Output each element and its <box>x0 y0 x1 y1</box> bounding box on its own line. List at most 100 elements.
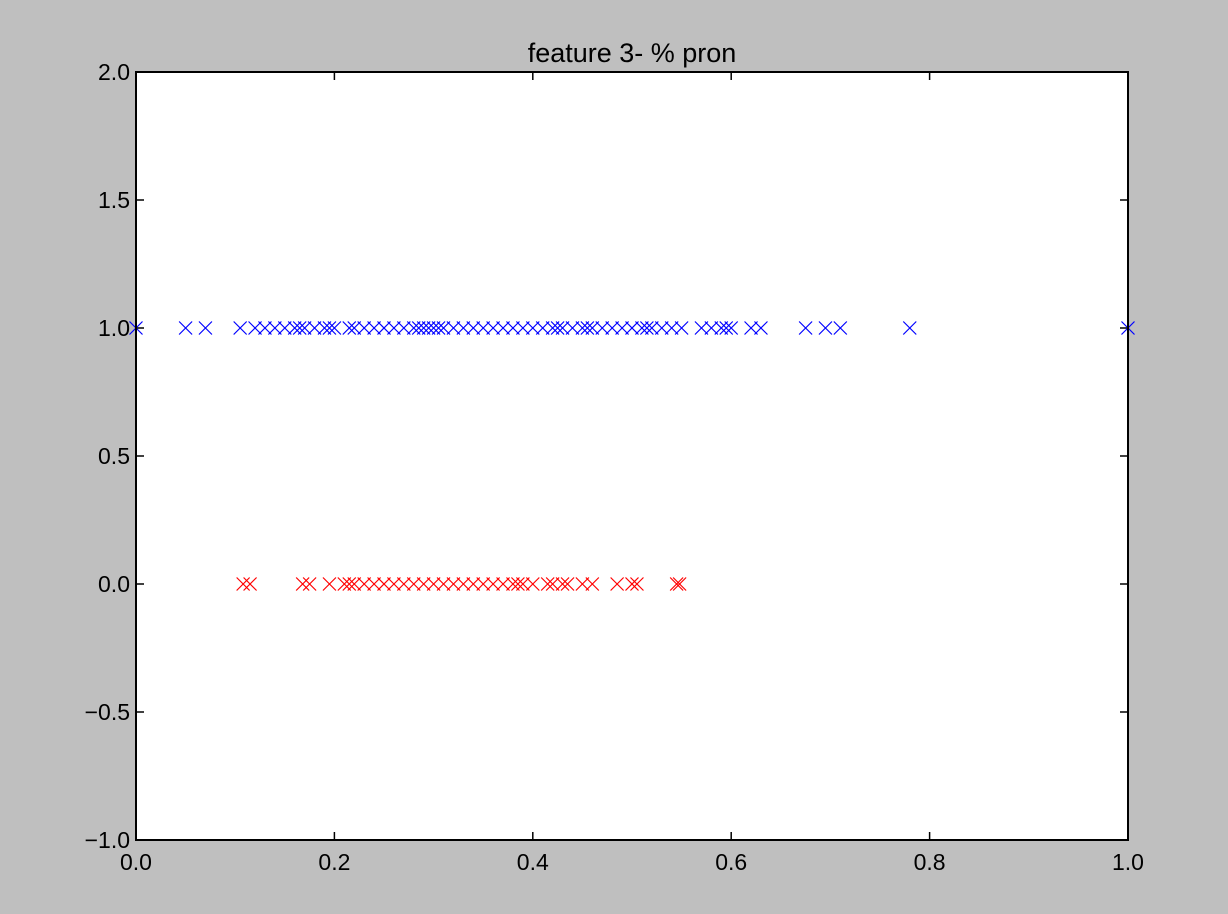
scatter-point <box>496 577 510 591</box>
plot-area <box>136 72 1128 840</box>
scatter-point <box>431 321 446 335</box>
scatter-point <box>342 577 357 591</box>
scatter-point <box>496 321 510 335</box>
scatter-point <box>674 321 689 335</box>
scatter-point <box>585 577 600 591</box>
scatter-point <box>386 321 401 335</box>
y-tick-label: 1.5 <box>98 187 130 213</box>
scatter-point <box>406 321 421 335</box>
scatter-point <box>277 321 292 335</box>
scatter-point <box>322 321 337 335</box>
scatter-point <box>236 577 251 591</box>
y-tick-label: 1.0 <box>98 315 130 341</box>
scatter-point <box>307 321 322 335</box>
scatter-point <box>506 577 520 591</box>
scatter-point <box>317 321 332 335</box>
scatter-point <box>644 321 659 335</box>
scatter-point <box>302 577 317 591</box>
scatter-point <box>672 577 687 591</box>
scatter-point <box>396 577 411 591</box>
scatter-point <box>416 321 431 335</box>
scatter-point <box>476 577 491 591</box>
scatter-point <box>595 321 610 335</box>
scatter-point <box>545 577 560 591</box>
scatter-point <box>406 577 421 591</box>
scatter-point <box>724 321 739 335</box>
scatter-point <box>327 321 342 335</box>
scatter-point <box>342 321 357 335</box>
chart-title: feature 3- % pron <box>528 38 737 68</box>
scatter-point <box>525 577 540 591</box>
y-tick-label: 2.0 <box>98 59 130 85</box>
scatter-point <box>466 577 481 591</box>
scatter-point <box>630 577 644 591</box>
scatter-point <box>411 321 426 335</box>
scatter-point <box>347 577 362 591</box>
plot-frame <box>135 71 1129 841</box>
scatter-point <box>818 321 833 335</box>
scatter-point <box>754 321 768 335</box>
scatter-point <box>506 321 520 335</box>
scatter-point <box>515 577 530 591</box>
scatter-point <box>615 321 630 335</box>
scatter-point <box>446 321 461 335</box>
scatter-point <box>555 321 570 335</box>
x-tick-label: 0.6 <box>715 849 747 875</box>
scatter-point <box>292 321 307 335</box>
x-axis: 0.0 0.2 0.4 0.6 0.8 1.0 <box>120 72 1144 875</box>
scatter-point <box>902 321 917 335</box>
x-tick-label: 1.0 <box>1112 849 1144 875</box>
y-tick-label: 0.5 <box>98 443 130 469</box>
scatter-point <box>377 577 391 591</box>
scatter-point <box>367 577 382 591</box>
scatter-point <box>486 321 501 335</box>
scatter-point <box>704 321 719 335</box>
scatter-point <box>540 577 555 591</box>
scatter-point <box>510 577 525 591</box>
scatter-point <box>436 577 451 591</box>
scatter-point <box>565 321 580 335</box>
scatter-point <box>426 577 441 591</box>
scatter-point <box>585 321 600 335</box>
y-tick-label: −1.0 <box>85 827 130 853</box>
scatter-point <box>466 321 481 335</box>
scatter-point <box>357 577 372 591</box>
scatter-point <box>386 577 401 591</box>
scatter-point <box>719 321 734 335</box>
x-tick-label: 0.8 <box>914 849 946 875</box>
y-tick-label: −0.5 <box>85 699 130 725</box>
scatter-point <box>798 321 813 335</box>
scatter-point <box>426 321 441 335</box>
scatter-point <box>178 321 193 335</box>
scatter-point <box>446 577 461 591</box>
scatter-point <box>267 321 282 335</box>
scatter-point <box>555 577 570 591</box>
scatter-point <box>669 577 684 591</box>
scatter-point <box>560 577 575 591</box>
scatter-point <box>416 577 431 591</box>
scatter-point <box>337 577 352 591</box>
scatter-point <box>377 321 391 335</box>
scatter-point <box>456 321 471 335</box>
x-tick-label: 0.2 <box>318 849 350 875</box>
scatter-point <box>243 577 258 591</box>
scatter-point <box>287 321 302 335</box>
scatter-point <box>396 321 411 335</box>
scatter-point <box>605 321 620 335</box>
scatter-point <box>295 577 310 591</box>
scatter-point <box>456 577 471 591</box>
scatter-point <box>639 321 654 335</box>
scatter-point <box>714 321 729 335</box>
scatter-point <box>357 321 372 335</box>
scatter-point <box>525 321 540 335</box>
scatter-point <box>347 321 362 335</box>
scatter-point <box>575 577 590 591</box>
scatter-point <box>610 577 625 591</box>
scatter-point <box>550 321 565 335</box>
x-tick-label: 0.0 <box>120 849 152 875</box>
scatter-point <box>233 321 248 335</box>
scatter-point <box>545 321 560 335</box>
scatter-point <box>580 321 595 335</box>
scatter-point <box>297 321 312 335</box>
y-axis: −1.0 −0.5 0.0 0.5 1.0 1.5 2.0 <box>85 59 1128 853</box>
